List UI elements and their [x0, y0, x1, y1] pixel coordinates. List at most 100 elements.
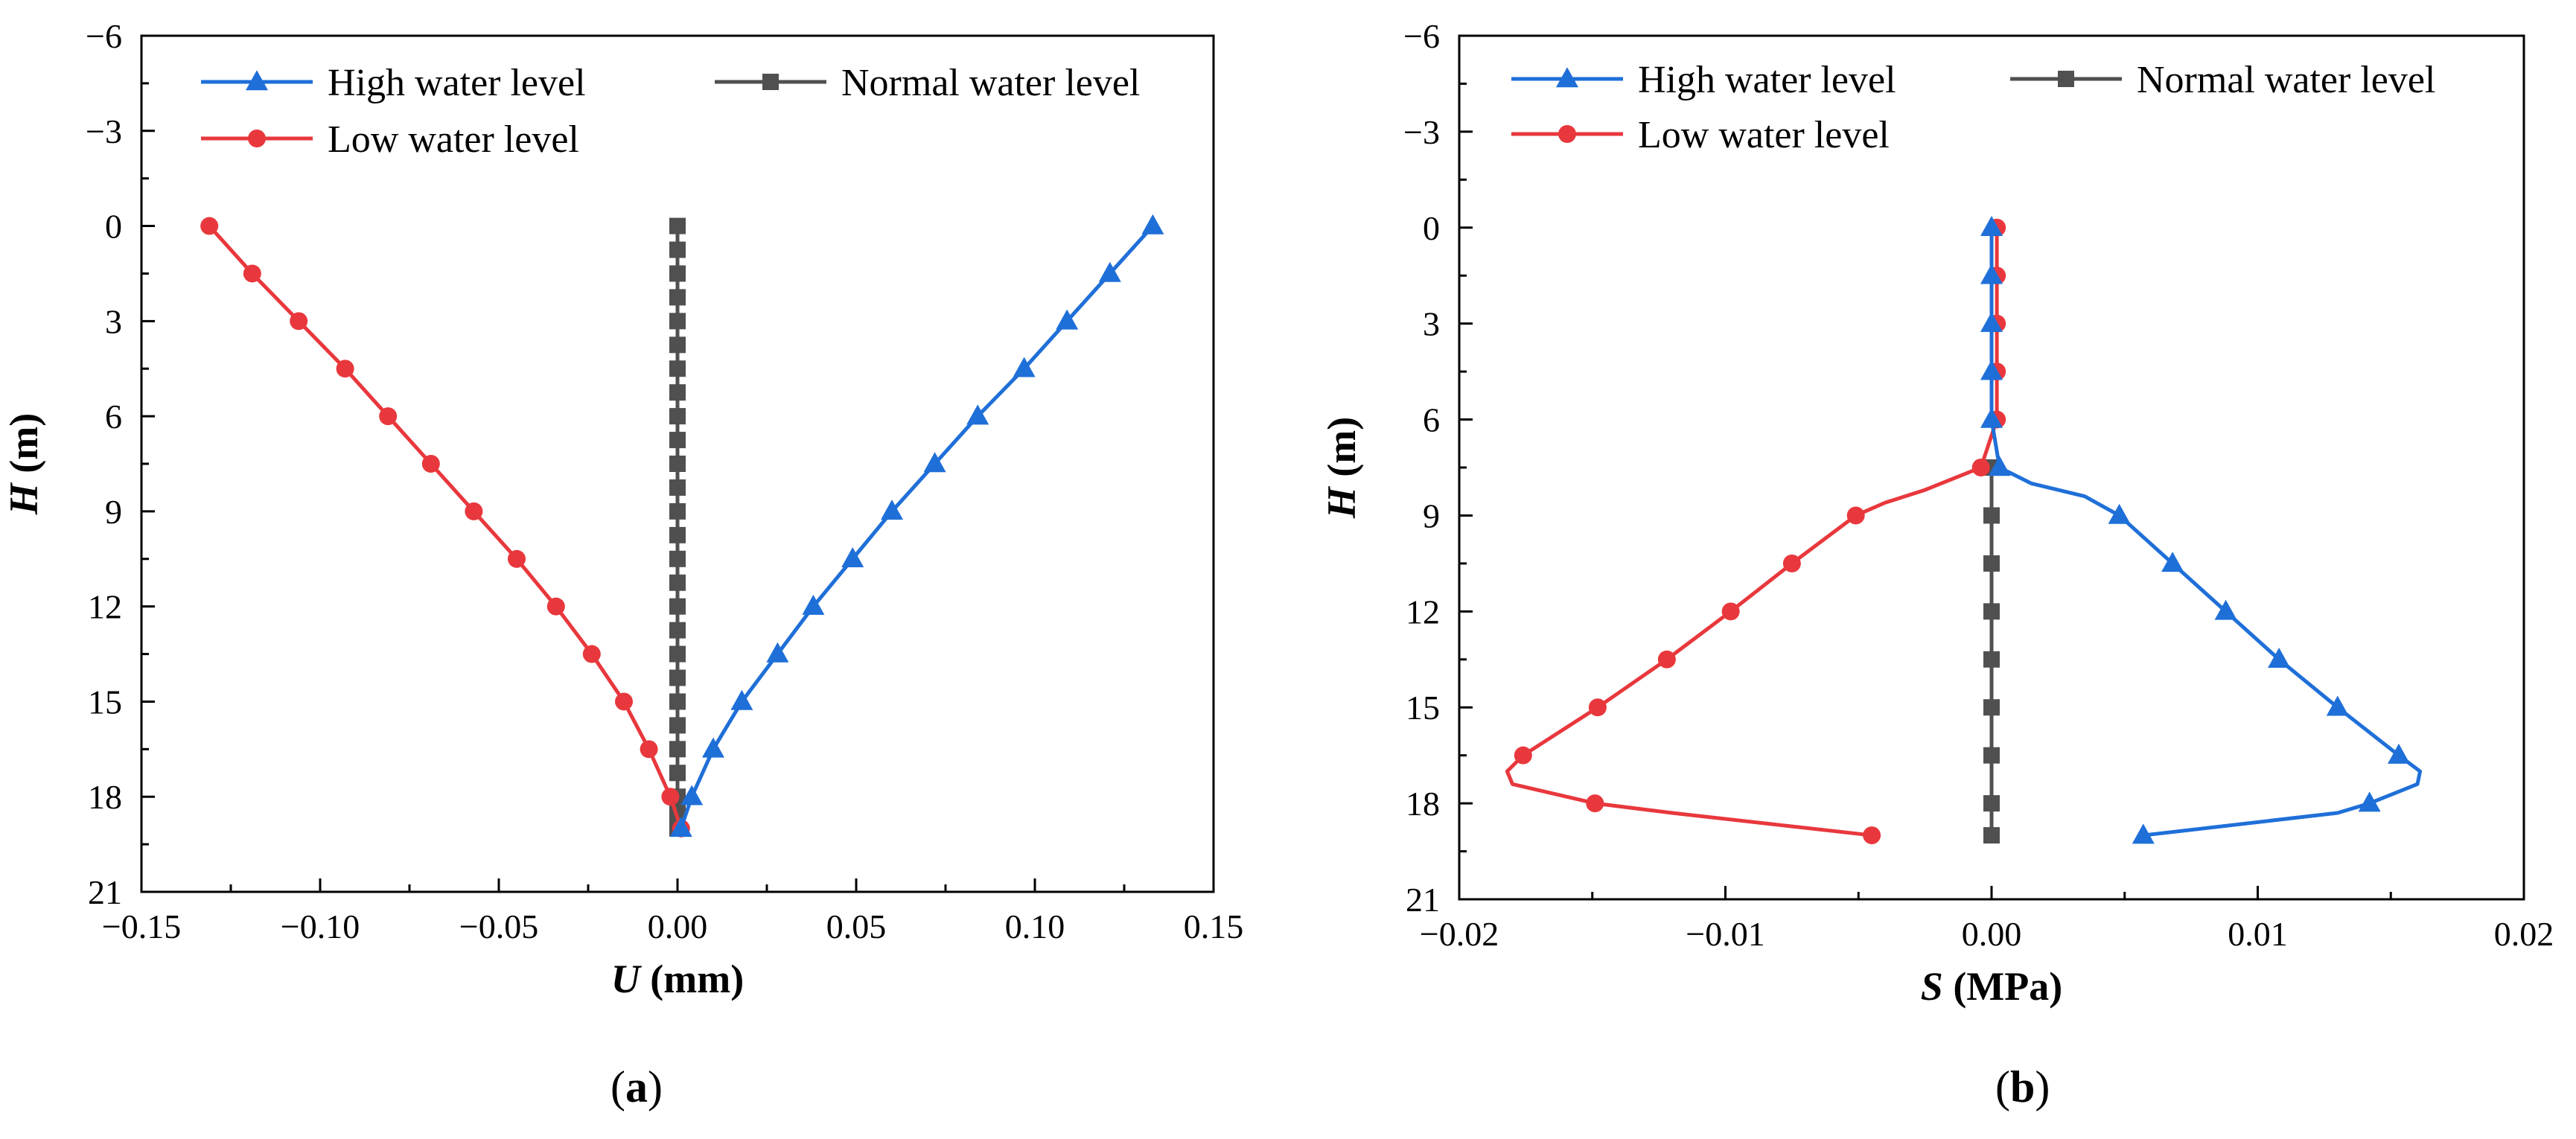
- data-point: [1983, 603, 2000, 620]
- y-tick-label: 0: [1423, 209, 1440, 247]
- x-axis-title: U (mm): [611, 957, 744, 1001]
- data-point: [966, 404, 989, 425]
- data-point: [1988, 456, 2011, 476]
- data-point: [881, 500, 903, 520]
- y-tick-label: 15: [1406, 689, 1440, 727]
- data-point: [1983, 651, 2000, 668]
- data-point: [1657, 650, 1676, 669]
- data-point: [2108, 503, 2131, 524]
- y-axis-title: H (m): [1319, 417, 1364, 519]
- legend-marker: [762, 74, 779, 90]
- data-point: [290, 312, 308, 331]
- data-point: [669, 693, 686, 710]
- data-point: [1586, 794, 1604, 813]
- data-point: [669, 502, 686, 520]
- data-point: [2214, 599, 2237, 620]
- data-point: [1983, 699, 2000, 716]
- series-high-water-level: [1980, 216, 2423, 844]
- data-point: [1983, 507, 2000, 524]
- panel-label-letter: b: [2010, 1062, 2035, 1111]
- chart-panel-b: −0.02 −0.01 0.00 0.01 0.02 −6 −3 0 3 6 9 12 15 18 21 S …: [1319, 17, 2554, 1111]
- y-tick-label: 18: [88, 778, 122, 816]
- data-point: [669, 550, 686, 567]
- y-tick-label: 6: [1423, 401, 1440, 439]
- legend-entry: Low water level: [201, 118, 579, 161]
- series-line: [1505, 227, 1999, 838]
- data-point: [1983, 827, 2000, 844]
- data-point: [640, 740, 658, 759]
- data-point: [680, 785, 704, 805]
- data-point: [669, 217, 686, 234]
- data-point: [669, 717, 686, 734]
- series-low-water-level: [200, 217, 690, 838]
- data-point: [546, 597, 565, 616]
- series-line: [679, 224, 1155, 829]
- y-tick-label: 12: [88, 588, 122, 626]
- data-point: [669, 360, 686, 377]
- data-point: [421, 455, 440, 473]
- y-tick-label: 6: [105, 398, 122, 436]
- x-axis-var: U: [611, 957, 643, 1001]
- data-point: [669, 765, 686, 782]
- y-axis-var: H: [1, 482, 46, 515]
- y-tick-label: 3: [105, 302, 122, 340]
- data-point: [465, 502, 483, 520]
- x-tick-label: −0.15: [102, 907, 181, 945]
- data-point: [669, 645, 686, 663]
- legend-label: Normal water level: [841, 62, 1140, 104]
- data-point: [379, 407, 398, 426]
- data-point: [1983, 555, 2000, 572]
- y-axis-title: H (m): [1, 413, 46, 515]
- y-tick-label: 12: [1406, 593, 1440, 631]
- data-point: [1141, 214, 1164, 234]
- data-point: [1782, 554, 1801, 572]
- data-point: [669, 336, 686, 354]
- data-point: [669, 669, 686, 686]
- series-line: [1989, 227, 2423, 838]
- data-point: [669, 574, 686, 591]
- x-tick-label: 0.00: [1962, 915, 2022, 953]
- panel-label: (a): [610, 1062, 663, 1111]
- legend-entry: Normal water level: [2010, 59, 2435, 101]
- data-point: [669, 408, 686, 425]
- x-tick-label: 0.01: [2228, 915, 2288, 953]
- data-point: [1721, 602, 1740, 621]
- data-point: [1098, 261, 1121, 282]
- legend-label: Low water level: [328, 118, 579, 161]
- x-tick-label: −0.01: [1686, 915, 1764, 953]
- x-tick-label: 0.05: [826, 907, 887, 945]
- x-axis-var: S: [1921, 964, 1943, 1009]
- y-axis-unit: (m): [1319, 417, 1364, 487]
- panel-label-open: (: [610, 1062, 625, 1111]
- data-point: [669, 817, 692, 838]
- y-tick-label: −3: [1403, 113, 1440, 151]
- data-point: [923, 452, 946, 473]
- data-point: [669, 456, 686, 472]
- data-point: [669, 741, 686, 758]
- x-axis-unit: (MPa): [1943, 964, 2062, 1009]
- y-tick-label: 21: [88, 873, 122, 911]
- y-tick-label: −6: [1403, 17, 1440, 55]
- legend-entry: Low water level: [1511, 114, 1890, 156]
- series-line: [208, 224, 683, 829]
- panel-label-close: ): [648, 1062, 663, 1111]
- data-point: [2387, 743, 2410, 764]
- y-axis-unit: (m): [1, 413, 46, 483]
- legend-marker: [248, 130, 266, 147]
- data-point: [802, 594, 825, 615]
- legend-label: Low water level: [1638, 114, 1890, 156]
- data-point: [1980, 264, 2003, 284]
- data-point: [1863, 826, 1881, 845]
- data-point: [200, 217, 219, 235]
- panel-label-open: (: [1995, 1062, 2010, 1111]
- y-tick-label: 15: [88, 683, 122, 721]
- data-point: [1514, 746, 1532, 765]
- data-point: [730, 689, 753, 710]
- data-point: [766, 642, 789, 663]
- y-tick-label: 0: [105, 208, 122, 246]
- data-point: [661, 788, 680, 806]
- x-axis-unit: (mm): [640, 957, 744, 1001]
- y-tick-label: 21: [1406, 881, 1440, 919]
- chart-panel-a: −0.15 −0.10 −0.05 0.00 0.05 0.10 0.15 −6 −3 0 3 6 9 1…: [1, 17, 1243, 1111]
- data-point: [669, 598, 686, 615]
